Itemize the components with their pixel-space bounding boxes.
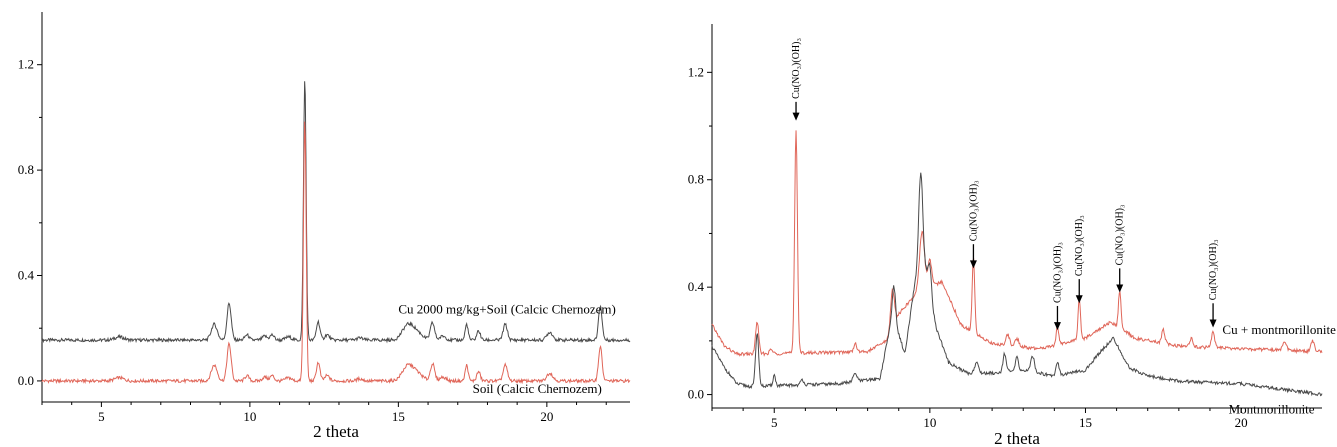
annotation-arrow-head — [969, 260, 977, 269]
axis-frame — [711, 24, 1322, 409]
annotation-arrow-head — [1075, 295, 1083, 304]
annotation-label: Cu(NO₃)(OH)₃ — [968, 180, 979, 241]
x-tick-label: 15 — [392, 409, 405, 424]
series-line — [711, 172, 1323, 397]
y-tick-label: 0.8 — [688, 172, 704, 187]
left-panel: 5 10 15 20 0.0 0.4 0.8 1.2 2 theta Cu 2000 mg/kg+… — [18, 12, 631, 441]
annotation-label: Cu(NO₃)(OH)₃ — [1074, 215, 1085, 276]
annotation-label: Cu(NO₃)(OH)₃ — [1208, 239, 1219, 300]
annotation-arrow-head — [1053, 322, 1061, 331]
x-tick-label: 10 — [243, 409, 256, 424]
axis-frame — [41, 12, 630, 403]
annotation-arrow-head — [1116, 284, 1124, 293]
annotation-arrow-head — [792, 112, 800, 121]
x-tick-label: 10 — [923, 415, 936, 430]
series-line — [41, 121, 631, 385]
y-tick-label: 1.2 — [18, 57, 34, 72]
series-label: Soil (Calcic Chernozem) — [473, 381, 602, 396]
x-axis-label: 2 theta — [313, 422, 359, 441]
annotation-label: Cu(NO₃)(OH)₃ — [1052, 242, 1063, 303]
y-tick-label: 1.2 — [688, 64, 704, 79]
series-label: Cu + montmorillonite — [1222, 322, 1336, 337]
x-tick-label: 20 — [540, 409, 553, 424]
y-tick-label: 0.8 — [18, 162, 34, 177]
x-axis-label: 2 theta — [994, 429, 1040, 447]
series-line — [711, 130, 1323, 357]
annotation-arrow-head — [1209, 319, 1217, 328]
y-tick-label: 0.4 — [18, 268, 35, 283]
y-tick-label: 0.0 — [688, 387, 704, 402]
series-line — [41, 81, 631, 344]
x-tick-label: 5 — [771, 415, 778, 430]
x-tick-label: 5 — [98, 409, 105, 424]
x-tick-label: 15 — [1079, 415, 1092, 430]
annotation-label: Cu(NO₃)(OH)₃ — [791, 38, 802, 99]
right-panel: 5 10 15 20 0.0 0.4 0.8 1.2 2 theta Cu + montmoril… — [688, 24, 1336, 447]
series-label: Montmorillonite — [1229, 401, 1315, 416]
annotation-label: Cu(NO₃)(OH)₃ — [1115, 205, 1126, 266]
x-tick-label: 20 — [1235, 415, 1248, 430]
y-tick-label: 0.0 — [18, 373, 34, 388]
series-label: Cu 2000 mg/kg+Soil (Calcic Chernozem) — [398, 302, 615, 317]
y-tick-label: 0.4 — [688, 279, 705, 294]
